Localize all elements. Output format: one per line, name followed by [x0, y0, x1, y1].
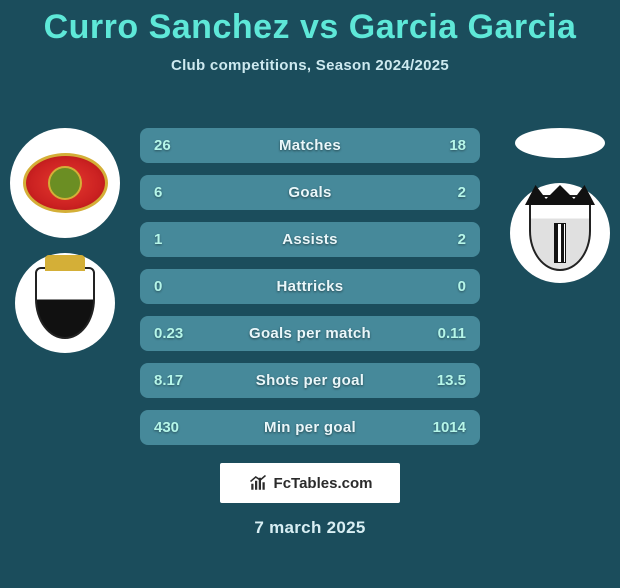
stat-label: Assists — [282, 231, 337, 248]
date-label: 7 march 2025 — [254, 518, 365, 538]
crest-icon — [35, 267, 95, 339]
stat-right-value: 2 — [458, 184, 466, 201]
stat-left-value: 1 — [154, 231, 162, 248]
stat-right-value: 18 — [449, 137, 466, 154]
stat-left-value: 6 — [154, 184, 162, 201]
stat-label: Min per goal — [264, 419, 356, 436]
left-club-crest-2 — [15, 253, 115, 353]
stat-right-value: 0.11 — [438, 325, 466, 342]
page-title: Curro Sanchez vs Garcia Garcia — [0, 8, 620, 47]
stat-row-assists: 1 Assists 2 — [140, 222, 480, 257]
stat-left-value: 0 — [154, 278, 162, 295]
stat-right-value: 1014 — [433, 419, 466, 436]
stat-row-goals: 6 Goals 2 — [140, 175, 480, 210]
stat-left-value: 8.17 — [154, 372, 183, 389]
stat-label: Goals — [288, 184, 331, 201]
stats-container: 26 Matches 18 6 Goals 2 1 Assists 2 0 Ha… — [140, 128, 480, 457]
crest-icon — [23, 153, 108, 213]
subtitle: Club competitions, Season 2024/2025 — [0, 57, 620, 74]
stat-row-goals-per-match: 0.23 Goals per match 0.11 — [140, 316, 480, 351]
left-player-logos — [10, 128, 120, 353]
stat-label: Goals per match — [249, 325, 371, 342]
stat-label: Shots per goal — [256, 372, 364, 389]
chart-icon — [248, 474, 268, 492]
stat-row-matches: 26 Matches 18 — [140, 128, 480, 163]
site-name: FcTables.com — [274, 475, 373, 492]
stat-left-value: 26 — [154, 137, 171, 154]
stat-row-min-per-goal: 430 Min per goal 1014 — [140, 410, 480, 445]
right-club-crest-2 — [510, 183, 610, 283]
stat-left-value: 430 — [154, 419, 179, 436]
stat-label: Hattricks — [277, 278, 344, 295]
stat-left-value: 0.23 — [154, 325, 183, 342]
stat-label: Matches — [279, 137, 341, 154]
stat-row-shots-per-goal: 8.17 Shots per goal 13.5 — [140, 363, 480, 398]
stat-row-hattricks: 0 Hattricks 0 — [140, 269, 480, 304]
stat-right-value: 13.5 — [437, 372, 466, 389]
left-club-crest-1 — [10, 128, 120, 238]
crest-icon — [529, 195, 591, 271]
stat-right-value: 0 — [458, 278, 466, 295]
site-logo-box: FcTables.com — [220, 463, 400, 503]
right-club-crest-1 — [515, 128, 605, 158]
stat-right-value: 2 — [458, 231, 466, 248]
right-player-logos — [505, 128, 610, 283]
